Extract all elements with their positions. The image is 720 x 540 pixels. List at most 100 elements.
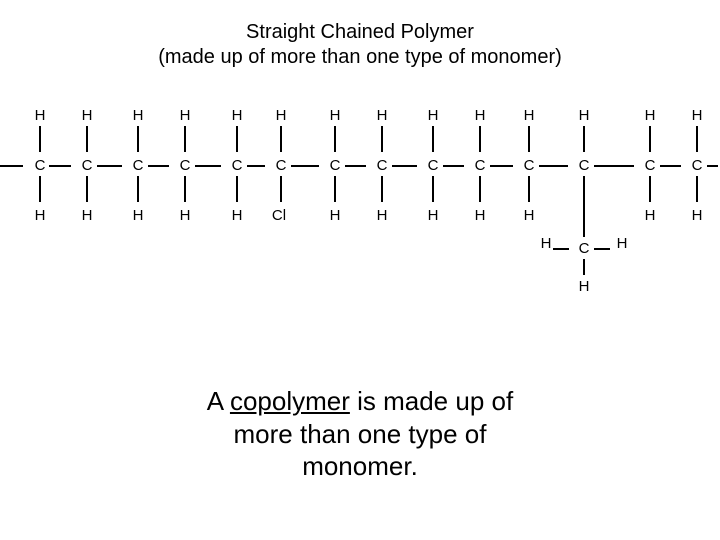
- bond-vertical: [528, 126, 530, 152]
- branch-h-bottom: H: [574, 278, 594, 295]
- substituent-bottom: H: [30, 207, 50, 224]
- bond-vertical: [334, 176, 336, 202]
- carbon-atom: C: [175, 157, 195, 174]
- bond-horizontal: [594, 165, 634, 167]
- bond-vertical: [280, 126, 282, 152]
- bond-horizontal: [539, 165, 568, 167]
- substituent-top: H: [640, 107, 660, 124]
- carbon-atom: C: [227, 157, 247, 174]
- title-line-2: (made up of more than one type of monome…: [0, 45, 720, 70]
- bond-horizontal: [345, 165, 366, 167]
- bond-vertical: [583, 126, 585, 152]
- substituent-top: H: [574, 107, 594, 124]
- substituent-bottom: H: [687, 207, 707, 224]
- bond-vertical: [381, 126, 383, 152]
- carbon-atom: C: [687, 157, 707, 174]
- substituent-top: H: [271, 107, 291, 124]
- bond-horizontal: [707, 165, 718, 167]
- substituent-top: H: [128, 107, 148, 124]
- substituent-top: H: [227, 107, 247, 124]
- title-line-1: Straight Chained Polymer: [0, 20, 720, 45]
- bond-vertical: [280, 176, 282, 202]
- def-seg-2: is made up of: [350, 386, 513, 416]
- bond-horizontal: [291, 165, 319, 167]
- definition-line-2: more than one type of: [0, 418, 720, 451]
- bond-vertical: [39, 126, 41, 152]
- carbon-atom: C: [470, 157, 490, 174]
- bond-vertical: [137, 176, 139, 202]
- substituent-bottom: H: [175, 207, 195, 224]
- substituent-top: H: [519, 107, 539, 124]
- substituent-bottom: Cl: [269, 207, 289, 224]
- carbon-atom: C: [30, 157, 50, 174]
- bond-horizontal: [0, 165, 23, 167]
- def-underlined: copolymer: [230, 386, 350, 416]
- carbon-atom: C: [271, 157, 291, 174]
- branch-carbon: C: [574, 240, 594, 257]
- carbon-atom: C: [640, 157, 660, 174]
- bond-vertical: [528, 176, 530, 202]
- bond-vertical: [236, 176, 238, 202]
- carbon-atom: C: [423, 157, 443, 174]
- substituent-top: H: [30, 107, 50, 124]
- bond-vertical: [649, 176, 651, 202]
- bond-vertical: [39, 176, 41, 202]
- definition-text: A copolymer is made up of more than one …: [0, 385, 720, 483]
- substituent-bottom: H: [77, 207, 97, 224]
- bond-vertical: [583, 202, 585, 237]
- definition-line-3: monomer.: [0, 450, 720, 483]
- substituent-bottom: H: [470, 207, 490, 224]
- substituent-top: H: [687, 107, 707, 124]
- substituent-top: H: [175, 107, 195, 124]
- bond-vertical: [696, 126, 698, 152]
- title-block: Straight Chained Polymer (made up of mor…: [0, 20, 720, 70]
- bond-horizontal: [49, 165, 71, 167]
- bond-horizontal: [247, 165, 265, 167]
- bond-horizontal: [594, 248, 610, 250]
- bond-vertical: [696, 176, 698, 202]
- definition-line-1: A copolymer is made up of: [0, 385, 720, 418]
- substituent-bottom: H: [372, 207, 392, 224]
- bond-vertical: [184, 126, 186, 152]
- bond-vertical: [583, 176, 585, 202]
- substituent-bottom: H: [227, 207, 247, 224]
- bond-horizontal: [148, 165, 169, 167]
- carbon-atom: C: [519, 157, 539, 174]
- bond-vertical: [649, 126, 651, 152]
- carbon-atom: C: [128, 157, 148, 174]
- bond-vertical: [583, 259, 585, 275]
- substituent-top: H: [372, 107, 392, 124]
- substituent-bottom: H: [128, 207, 148, 224]
- bond-horizontal: [97, 165, 122, 167]
- carbon-atom: C: [574, 157, 594, 174]
- def-seg-1: A: [207, 386, 230, 416]
- bond-horizontal: [443, 165, 464, 167]
- bond-vertical: [432, 176, 434, 202]
- substituent-bottom: H: [519, 207, 539, 224]
- substituent-top: H: [325, 107, 345, 124]
- carbon-atom: C: [372, 157, 392, 174]
- branch-h-left: H: [536, 235, 556, 252]
- bond-horizontal: [490, 165, 513, 167]
- bond-vertical: [479, 176, 481, 202]
- carbon-atom: C: [77, 157, 97, 174]
- bond-horizontal: [392, 165, 417, 167]
- bond-vertical: [184, 176, 186, 202]
- substituent-top: H: [423, 107, 443, 124]
- bond-vertical: [236, 126, 238, 152]
- polymer-diagram: C H H C H H C H H C H H C H H C H Cl C H H C H H C H H C H H C H H C H C H H C…: [0, 95, 720, 295]
- bond-vertical: [381, 176, 383, 202]
- branch-h-right: H: [612, 235, 632, 252]
- bond-vertical: [86, 126, 88, 152]
- bond-horizontal: [660, 165, 681, 167]
- carbon-atom: C: [325, 157, 345, 174]
- substituent-bottom: H: [423, 207, 443, 224]
- substituent-top: H: [470, 107, 490, 124]
- bond-vertical: [479, 126, 481, 152]
- bond-horizontal: [195, 165, 221, 167]
- bond-vertical: [86, 176, 88, 202]
- bond-vertical: [334, 126, 336, 152]
- substituent-top: H: [77, 107, 97, 124]
- bond-vertical: [432, 126, 434, 152]
- substituent-bottom: H: [325, 207, 345, 224]
